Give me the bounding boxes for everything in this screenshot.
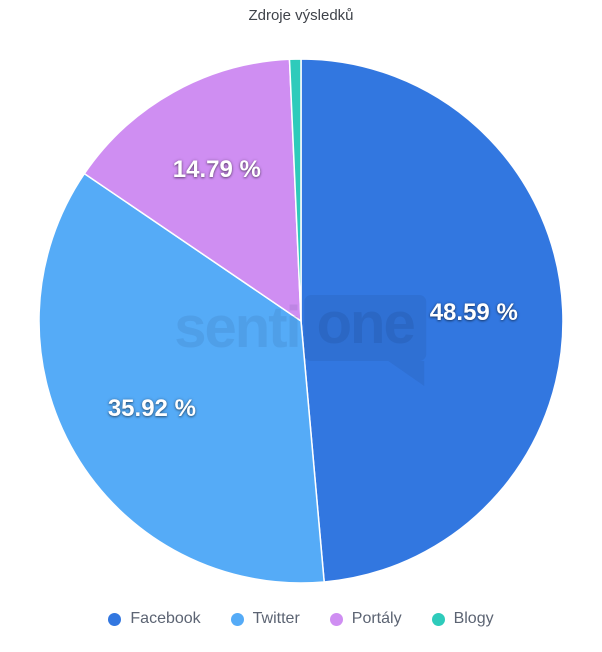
pie-slice-portály[interactable] [83, 58, 302, 322]
legend-item-label: Facebook [130, 610, 201, 627]
legend-item-facebook[interactable]: Facebook [108, 610, 201, 628]
pie-slice-twitter[interactable] [38, 172, 325, 584]
chart-title: Zdroje výsledků [248, 7, 354, 24]
legend-dot-icon [431, 612, 445, 626]
legend-item-twitter[interactable]: Twitter [230, 610, 300, 628]
legend-dot-icon [230, 612, 244, 626]
pie-slice-blogy[interactable] [288, 58, 302, 322]
legend-dot-icon [329, 612, 343, 626]
legend-dot-icon [108, 612, 122, 626]
legend-item-label: Blogy [453, 610, 494, 627]
legend-item-portály[interactable]: Portály [329, 610, 402, 628]
legend-item-blogy[interactable]: Blogy [431, 610, 494, 628]
legend: Facebook Twitter Portály Blogy [0, 610, 602, 628]
legend-item-label: Portály [351, 610, 402, 627]
pie-slice-facebook[interactable] [300, 58, 564, 583]
legend-item-label: Twitter [252, 610, 300, 627]
